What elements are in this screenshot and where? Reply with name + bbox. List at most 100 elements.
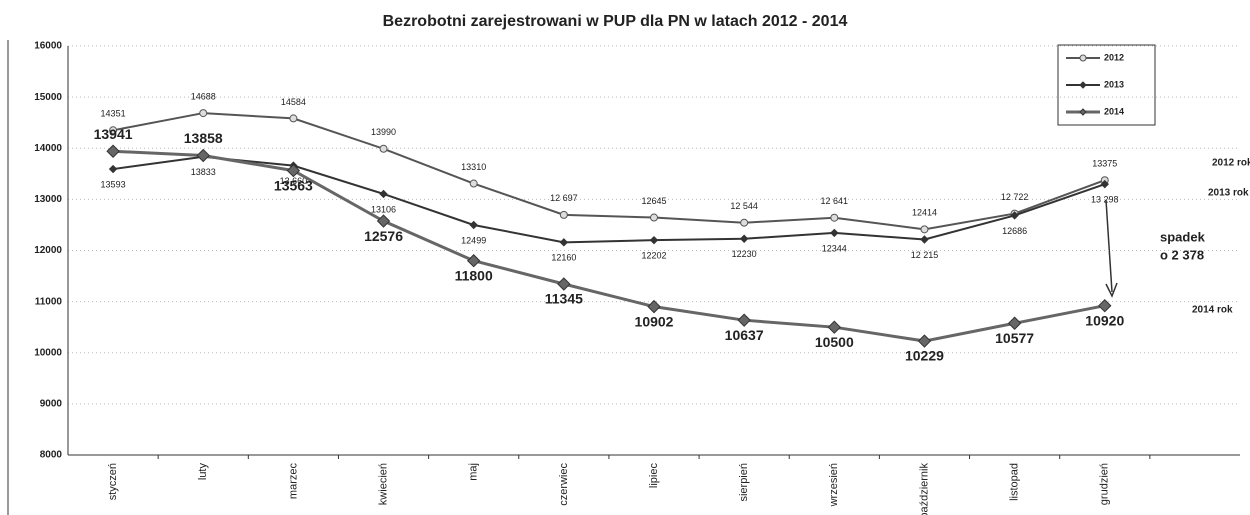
marker bbox=[379, 189, 388, 199]
marker bbox=[739, 234, 749, 243]
marker bbox=[559, 210, 568, 219]
value-label: 12576 bbox=[364, 228, 403, 244]
marker bbox=[830, 213, 839, 222]
marker bbox=[199, 109, 208, 118]
value-label: 12 641 bbox=[821, 196, 849, 206]
marker bbox=[830, 228, 839, 238]
value-label: 12160 bbox=[551, 253, 576, 263]
value-label: 13106 bbox=[371, 204, 396, 214]
marker bbox=[469, 220, 478, 230]
legend-label: 2012 bbox=[1104, 52, 1124, 62]
marker bbox=[559, 238, 569, 247]
x-tick-label: wrzesień bbox=[828, 463, 840, 507]
marker bbox=[920, 235, 929, 244]
x-tick-label: czerwiec bbox=[558, 463, 570, 506]
marker bbox=[740, 218, 749, 227]
marker bbox=[649, 235, 659, 245]
x-tick-label: styczeń bbox=[107, 463, 119, 500]
marker bbox=[379, 144, 388, 153]
value-label: 12 722 bbox=[1001, 192, 1029, 202]
value-label: 10229 bbox=[905, 348, 944, 364]
value-label: 12 697 bbox=[550, 193, 578, 203]
value-label: 12 544 bbox=[730, 201, 758, 211]
value-label: 10500 bbox=[815, 334, 854, 350]
value-label: 11800 bbox=[455, 267, 493, 283]
value-label: 14688 bbox=[191, 91, 216, 101]
x-tick-label: maj bbox=[468, 463, 480, 481]
marker bbox=[106, 144, 120, 158]
marker bbox=[737, 313, 751, 327]
marker bbox=[1007, 316, 1022, 330]
marker bbox=[557, 277, 571, 291]
marker bbox=[196, 148, 210, 163]
value-label: 12499 bbox=[461, 235, 486, 245]
marker bbox=[1100, 179, 1109, 189]
marker bbox=[1079, 81, 1087, 89]
series-line bbox=[112, 112, 1106, 231]
annotation: 2014 rok bbox=[1192, 305, 1233, 316]
series-line bbox=[112, 155, 1106, 244]
x-tick-label: lipiec bbox=[648, 463, 660, 489]
y-tick-label: 15000 bbox=[34, 92, 62, 103]
value-label: 10577 bbox=[995, 330, 1034, 346]
value-label: 12686 bbox=[1002, 226, 1027, 236]
y-tick-label: 12000 bbox=[34, 245, 62, 256]
marker bbox=[920, 225, 929, 234]
y-tick-label: 9000 bbox=[40, 399, 63, 410]
y-tick-label: 11000 bbox=[35, 296, 63, 307]
arrow bbox=[1105, 199, 1113, 293]
value-label: 13375 bbox=[1092, 159, 1117, 169]
series-line bbox=[113, 149, 1106, 343]
value-label: 12344 bbox=[822, 243, 847, 253]
marker bbox=[376, 214, 391, 228]
y-tick-label: 14000 bbox=[34, 143, 62, 154]
marker bbox=[286, 163, 301, 178]
marker bbox=[466, 254, 481, 268]
legend-label: 2013 bbox=[1104, 79, 1124, 89]
value-label: 12230 bbox=[732, 249, 757, 259]
marker bbox=[1079, 54, 1087, 62]
marker bbox=[647, 299, 661, 314]
marker bbox=[108, 164, 118, 174]
value-label: 13593 bbox=[101, 179, 126, 189]
y-tick-label: 8000 bbox=[40, 450, 63, 461]
x-tick-label: listopad bbox=[1009, 463, 1021, 501]
x-tick-label: sierpień bbox=[738, 463, 750, 502]
legend-label: 2014 bbox=[1104, 106, 1124, 116]
arrow-head bbox=[1105, 282, 1118, 298]
x-tick-label: grudzień bbox=[1099, 463, 1111, 505]
value-label: 11345 bbox=[545, 291, 583, 307]
value-label: 13563 bbox=[274, 177, 313, 193]
value-label: 10902 bbox=[635, 313, 674, 329]
marker bbox=[1098, 299, 1112, 313]
y-tick-label: 16000 bbox=[34, 41, 62, 52]
x-tick-label: kwiecień bbox=[377, 463, 389, 505]
value-label: 13858 bbox=[184, 130, 223, 146]
annotation: 2012 rok bbox=[1212, 158, 1250, 169]
marker bbox=[650, 213, 658, 222]
marker bbox=[289, 114, 298, 123]
y-tick-label: 13000 bbox=[34, 194, 62, 205]
marker bbox=[1079, 108, 1087, 116]
value-label: 12645 bbox=[641, 196, 666, 206]
value-label: 13833 bbox=[191, 167, 216, 177]
value-label: 14584 bbox=[281, 97, 306, 107]
x-tick-label: marzec bbox=[287, 463, 299, 500]
marker bbox=[1010, 211, 1019, 220]
value-label: 13941 bbox=[94, 126, 133, 142]
annotation: spadek bbox=[1160, 229, 1206, 244]
value-label: 13990 bbox=[371, 127, 396, 137]
value-label: 13 660 bbox=[280, 176, 308, 186]
marker bbox=[917, 334, 932, 348]
value-label: 13310 bbox=[461, 162, 486, 172]
chart-title: Bezrobotni zarejestrowani w PUP dla PN w… bbox=[383, 13, 848, 30]
value-label: 13 298 bbox=[1091, 195, 1119, 205]
y-tick-label: 10000 bbox=[34, 347, 62, 358]
annotation: 2013 rok bbox=[1208, 188, 1249, 199]
marker bbox=[469, 179, 478, 188]
value-label: 12202 bbox=[641, 251, 666, 261]
marker bbox=[827, 320, 842, 334]
value-label: 10637 bbox=[725, 327, 764, 343]
annotation: o 2 378 bbox=[1160, 247, 1204, 262]
